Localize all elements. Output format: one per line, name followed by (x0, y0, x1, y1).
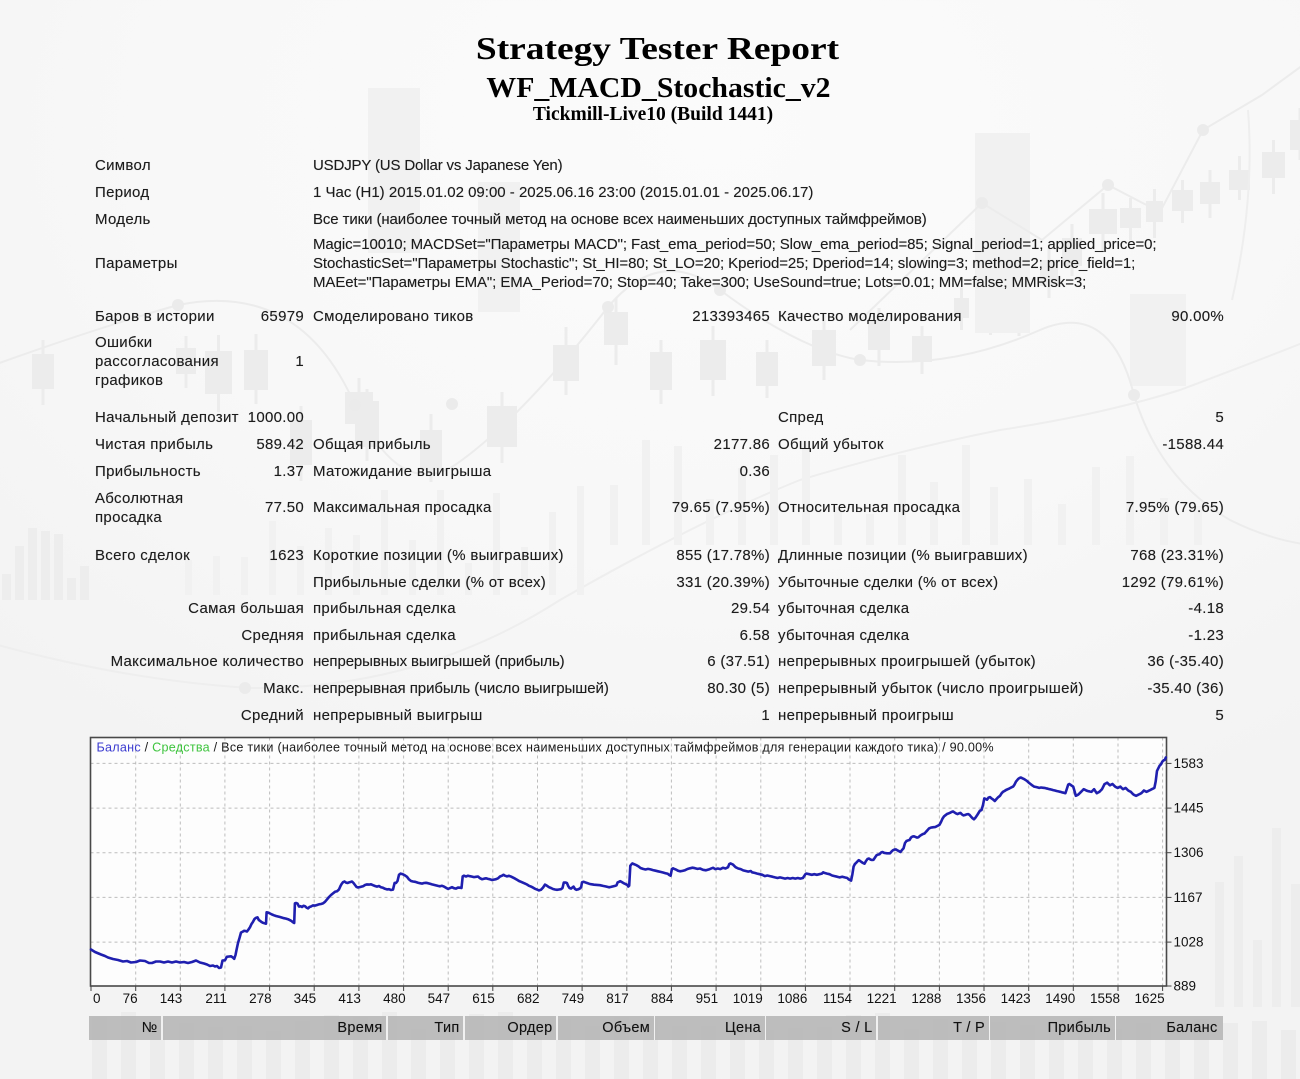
svg-text:1288: 1288 (911, 991, 941, 1006)
svg-text:1490: 1490 (1045, 991, 1075, 1006)
svg-text:345: 345 (294, 991, 317, 1006)
svg-text:211: 211 (205, 991, 227, 1006)
svg-text:547: 547 (428, 991, 451, 1006)
svg-text:Баланс / Средства / Все тики (: Баланс / Средства / Все тики (наиболее т… (97, 741, 994, 755)
svg-text:1625: 1625 (1135, 991, 1165, 1006)
svg-text:143: 143 (160, 991, 183, 1006)
svg-text:1306: 1306 (1174, 845, 1204, 860)
svg-text:889: 889 (1174, 979, 1197, 994)
svg-text:1445: 1445 (1174, 801, 1204, 816)
svg-text:480: 480 (383, 991, 406, 1006)
svg-text:951: 951 (696, 991, 719, 1006)
svg-text:749: 749 (562, 991, 585, 1006)
svg-text:1086: 1086 (777, 991, 807, 1006)
svg-text:278: 278 (249, 991, 272, 1006)
svg-text:615: 615 (472, 991, 495, 1006)
svg-text:1019: 1019 (733, 991, 763, 1006)
svg-text:682: 682 (517, 991, 540, 1006)
svg-text:76: 76 (123, 991, 138, 1006)
svg-text:1558: 1558 (1090, 991, 1120, 1006)
svg-text:817: 817 (606, 991, 629, 1006)
svg-text:1221: 1221 (867, 991, 897, 1006)
svg-text:1167: 1167 (1174, 890, 1203, 905)
svg-text:413: 413 (338, 991, 361, 1006)
svg-text:884: 884 (651, 991, 674, 1006)
svg-text:1423: 1423 (1001, 991, 1031, 1006)
svg-text:1028: 1028 (1174, 935, 1204, 950)
svg-text:1356: 1356 (956, 991, 986, 1006)
svg-text:1583: 1583 (1174, 756, 1204, 771)
svg-text:1154: 1154 (823, 991, 853, 1006)
svg-text:0: 0 (93, 991, 101, 1006)
